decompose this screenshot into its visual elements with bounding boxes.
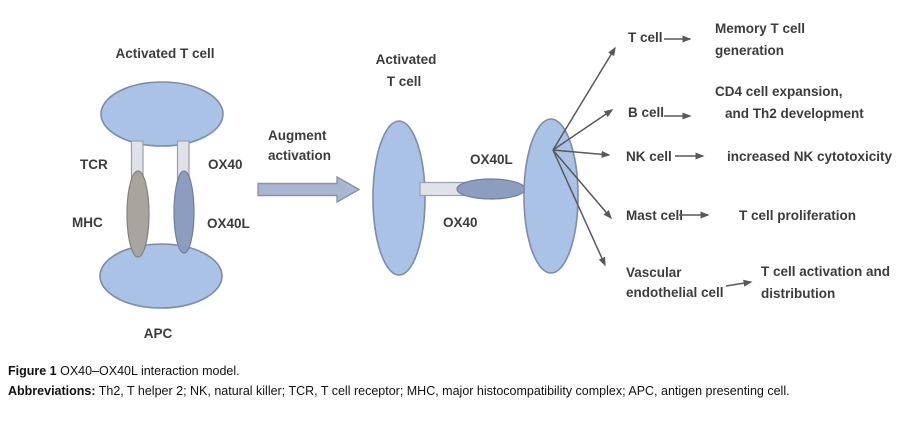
- augment-activation-label-line1: Augment: [268, 128, 327, 143]
- b-cell-effect-line1: CD4 cell expansion,: [715, 84, 843, 99]
- vascular-cell-effect-line1: T cell activation and: [761, 264, 890, 279]
- figure-caption-line1: Figure 1 OX40–OX40L interaction model.: [8, 361, 903, 381]
- figure-caption-line2: Abbreviations: Th2, T helper 2; NK, natu…: [8, 381, 903, 401]
- arrow-to-mast-cell: [552, 149, 612, 220]
- apc-label: APC: [144, 326, 173, 341]
- t-cell-effect-line1: Memory T cell: [715, 21, 805, 36]
- nk-cell-label: NK cell: [626, 149, 672, 164]
- figure-number: Figure 1: [8, 364, 57, 378]
- middle-ox40l-label: OX40L: [470, 152, 513, 167]
- middle-activated-t-cell-shape: [372, 120, 426, 276]
- mhc-label: MHC: [72, 215, 103, 230]
- arrow-to-nk-cell: [552, 149, 611, 158]
- middle-ox40-label: OX40: [443, 215, 478, 230]
- ox40-label: OX40: [208, 157, 243, 172]
- figure-caption: Figure 1 OX40–OX40L interaction model. A…: [8, 361, 903, 401]
- ox40l-ligand-shape: [456, 178, 526, 200]
- vascular-cell-label-line2: endothelial cell: [626, 285, 724, 300]
- abbreviations-text: Th2, T helper 2; NK, natural killer; TCR…: [95, 384, 790, 398]
- apc-cell-shape: [99, 243, 223, 309]
- middle-activated-t-cell-label-line1: Activated: [376, 52, 437, 67]
- activated-t-cell-shape: [100, 81, 224, 147]
- mast-cell-label: Mast cell: [626, 208, 683, 223]
- augment-activation-label-line2: activation: [268, 148, 331, 163]
- mast-cell-effect-line1: T cell proliferation: [739, 208, 856, 223]
- ox40l-molecule-shape: [173, 170, 195, 254]
- ox40l-label: OX40L: [207, 216, 250, 231]
- activated-t-cell-label: Activated T cell: [115, 46, 214, 61]
- vascular-cell-label-line1: Vascular: [626, 265, 682, 280]
- t-cell-label: T cell: [628, 30, 663, 45]
- middle-activated-t-cell-label-line2: T cell: [387, 74, 422, 89]
- vascular-cell-effect-line2: distribution: [761, 286, 835, 301]
- t-cell-effect-line2: generation: [715, 43, 784, 58]
- nk-cell-effect-line1: increased NK cytotoxicity: [727, 149, 893, 164]
- right-target-cell-shape: [523, 118, 579, 274]
- augment-activation-block-arrow: [257, 175, 361, 204]
- ox40-ox40l-interaction-diagram: Activated T cell TCR OX40 MHC OX40L APC …: [72, 21, 893, 341]
- figure-title: OX40–OX40L interaction model.: [56, 364, 240, 378]
- arrow-to-b-cell: [552, 109, 614, 151]
- b-cell-label: B cell: [628, 105, 664, 120]
- arrow-to-vascular-endothelial-cell: [552, 149, 606, 267]
- abbreviations-prefix: Abbreviations:: [8, 384, 96, 398]
- arrow-to-t-cell: [552, 46, 616, 151]
- mhc-molecule-shape: [126, 170, 150, 258]
- vascular-cell-effect-arrow: [725, 279, 753, 287]
- b-cell-effect-line2: and Th2 development: [725, 106, 864, 121]
- tcr-label: TCR: [80, 157, 108, 172]
